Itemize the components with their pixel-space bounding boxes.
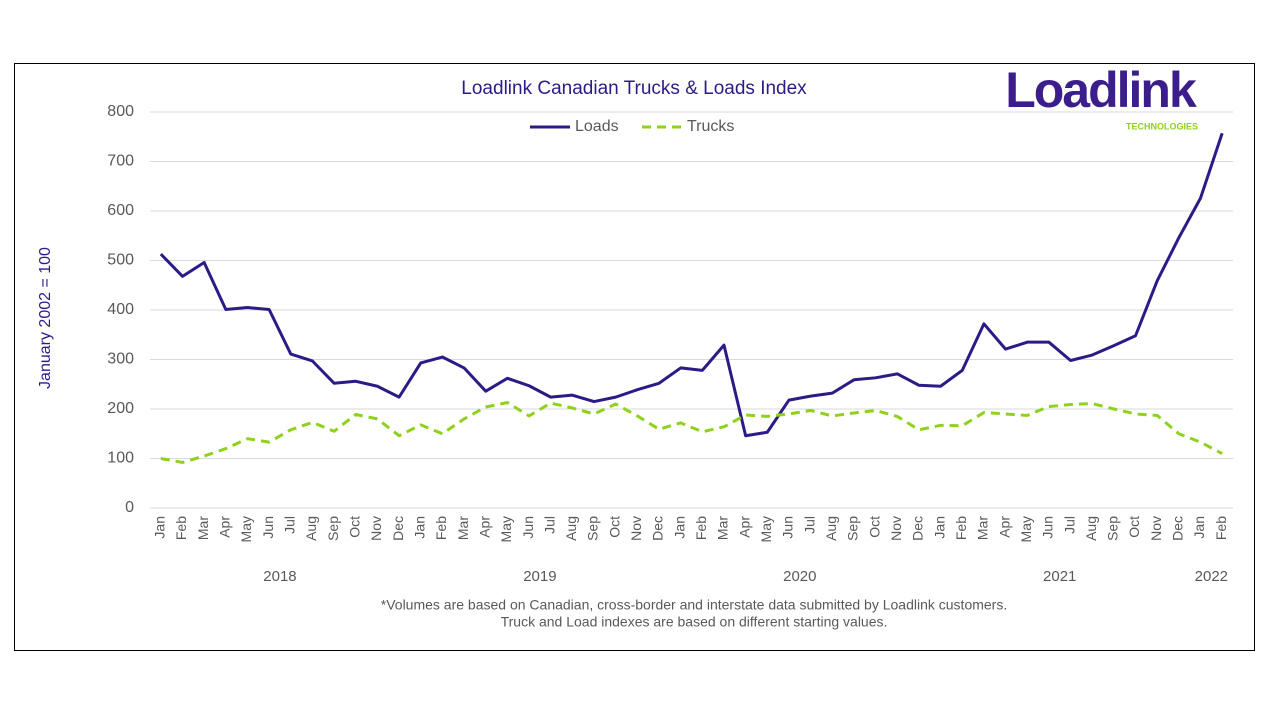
x-tick-label: Jul: [541, 516, 557, 534]
y-tick-label: 800: [107, 103, 134, 120]
x-tick-label: Jan: [411, 516, 427, 539]
x-tick-label: Oct: [346, 516, 362, 538]
x-tick-label: Apr: [996, 516, 1012, 538]
y-tick-label: 700: [107, 153, 134, 170]
x-tick-label: Nov: [888, 516, 904, 541]
x-tick-label: Jun: [1040, 516, 1056, 539]
y-tick-label: 500: [107, 252, 134, 269]
x-tick-label: Jan: [1191, 516, 1207, 539]
footnote: Truck and Load indexes are based on diff…: [501, 614, 888, 630]
x-tick-label: Nov: [628, 516, 644, 541]
x-group-label: 2022: [1195, 568, 1228, 585]
x-tick-label: Apr: [736, 516, 752, 538]
x-tick-label: Dec: [910, 516, 926, 541]
x-tick-label: Jul: [281, 516, 297, 534]
x-tick-label: Jun: [520, 516, 536, 539]
legend-label: Loads: [575, 118, 619, 135]
x-tick-label: Oct: [606, 516, 622, 538]
x-tick-label: Nov: [1148, 516, 1164, 541]
x-tick-label: Jun: [780, 516, 796, 539]
footnote: *Volumes are based on Canadian, cross-bo…: [381, 597, 1007, 613]
logo-name: Loadlink: [1005, 62, 1197, 118]
series-line: [160, 401, 1223, 464]
x-tick-label: Jul: [801, 516, 817, 534]
x-tick-label: May: [758, 516, 774, 542]
y-tick-label: 300: [107, 351, 134, 368]
x-tick-label: Oct: [1126, 516, 1142, 538]
x-tick-label: Oct: [866, 516, 882, 538]
x-tick-label: Aug: [1083, 516, 1099, 541]
x-tick-label: Mar: [195, 516, 211, 540]
x-tick-label: Feb: [1213, 516, 1229, 540]
y-tick-label: 600: [107, 202, 134, 219]
x-tick-label: Apr: [476, 516, 492, 538]
legend-label: Trucks: [687, 118, 734, 135]
x-tick-label: Mar: [715, 516, 731, 540]
x-tick-label: Mar: [975, 516, 991, 540]
x-tick-label: Dec: [390, 516, 406, 541]
x-tick-label: Dec: [650, 516, 666, 541]
x-tick-label: Dec: [1170, 516, 1186, 541]
x-tick-label: Sep: [1105, 516, 1121, 541]
x-tick-label: Sep: [845, 516, 861, 541]
chart-title: Loadlink Canadian Trucks & Loads Index: [461, 78, 807, 99]
y-tick-label: 100: [107, 450, 134, 467]
x-group-label: 2021: [1043, 568, 1076, 585]
x-tick-label: Sep: [325, 516, 341, 541]
x-tick-label: Aug: [563, 516, 579, 541]
x-tick-label: Jul: [1061, 516, 1077, 534]
x-tick-label: Feb: [173, 516, 189, 540]
x-tick-label: Jan: [671, 516, 687, 539]
x-tick-label: Sep: [585, 516, 601, 541]
x-tick-label: May: [238, 516, 254, 542]
x-tick-label: Feb: [953, 516, 969, 540]
x-group-label: 2019: [523, 568, 556, 585]
x-tick-label: Jun: [260, 516, 276, 539]
x-tick-label: Nov: [368, 516, 384, 541]
x-tick-label: Mar: [455, 516, 471, 540]
logo-tagline: TECHNOLOGIES: [1126, 121, 1198, 131]
x-group-label: 2018: [263, 568, 296, 585]
y-axis-label: January 2002 = 100: [37, 247, 54, 389]
y-tick-label: 0: [125, 499, 134, 516]
y-tick-label: 400: [107, 301, 134, 318]
x-tick-label: May: [498, 516, 514, 542]
x-tick-label: Apr: [217, 516, 233, 538]
x-tick-label: Aug: [303, 516, 319, 541]
x-tick-label: Jan: [931, 516, 947, 539]
x-tick-label: Jan: [152, 516, 168, 539]
x-tick-label: May: [1018, 516, 1034, 542]
x-tick-label: Feb: [433, 516, 449, 540]
x-group-label: 2020: [783, 568, 816, 585]
series-line: [159, 132, 1224, 438]
x-tick-label: Aug: [823, 516, 839, 541]
x-tick-label: Feb: [693, 516, 709, 540]
y-tick-label: 200: [107, 400, 134, 417]
